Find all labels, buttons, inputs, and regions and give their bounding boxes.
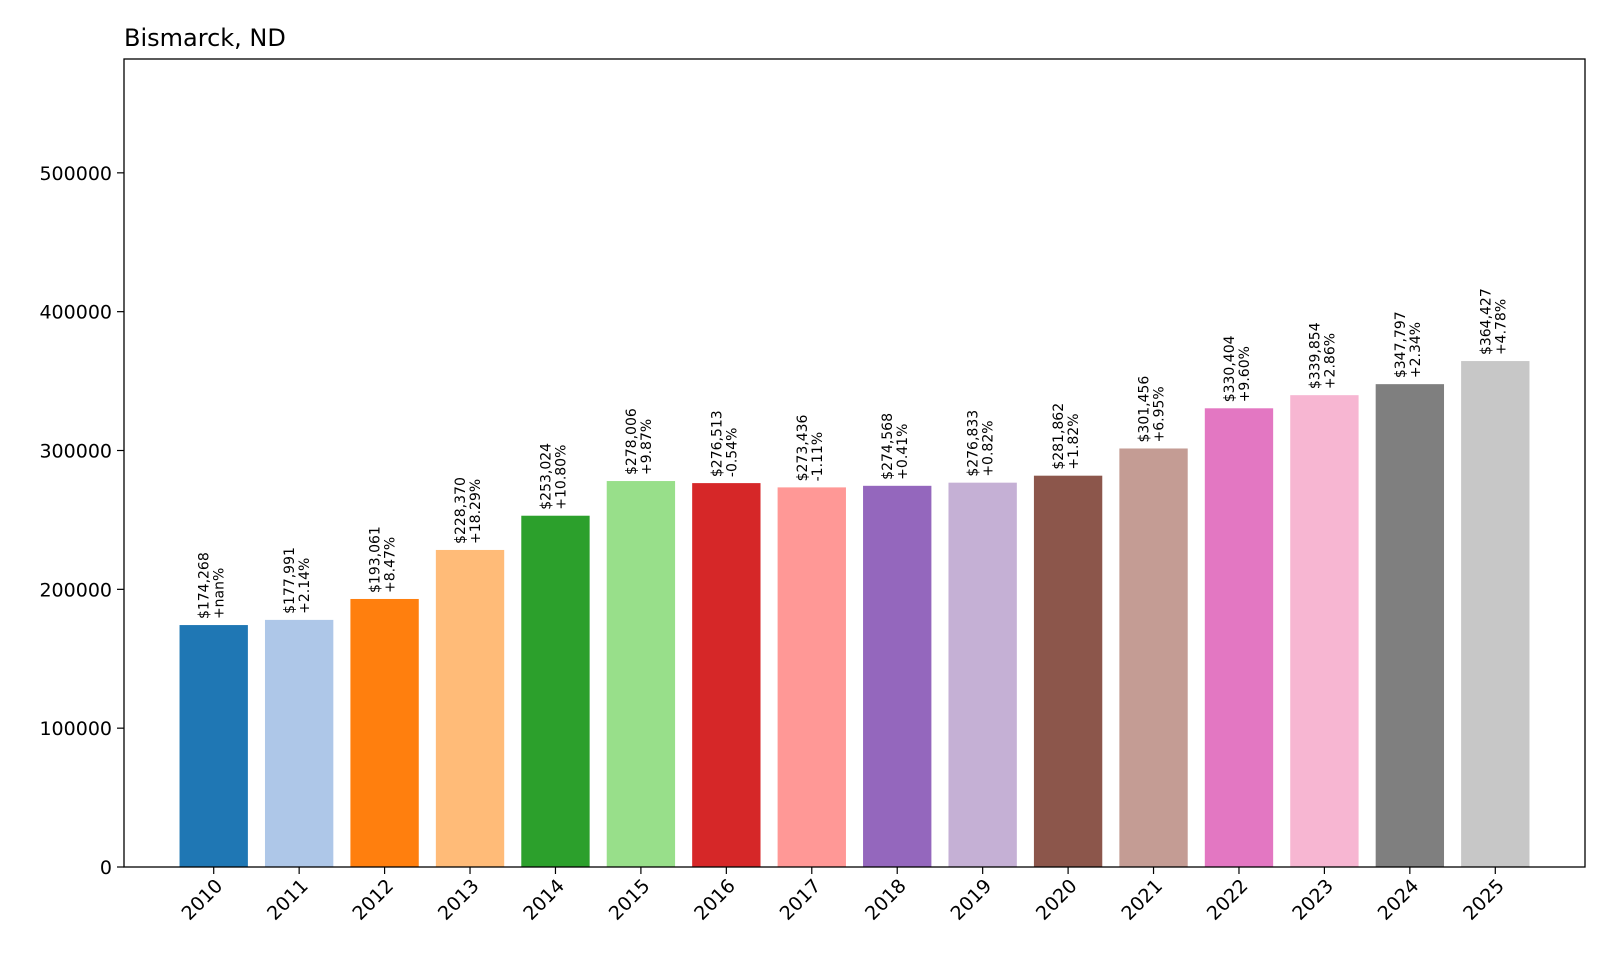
bar-2018 xyxy=(863,485,932,867)
x-tick-label: 2021 xyxy=(1117,875,1167,925)
bar-value-text: $228,370 xyxy=(453,477,469,544)
bar-change-text: +8.47% xyxy=(383,537,399,593)
bar-value-text: $276,513 xyxy=(709,410,725,477)
bar-value-label: $278,006+9.87% xyxy=(624,408,655,475)
bar-2020 xyxy=(1033,475,1103,867)
bar-2019 xyxy=(948,482,1017,867)
y-tick-label: 100000 xyxy=(39,718,112,740)
bar-2024 xyxy=(1375,384,1445,867)
bar-labels-group: $174,268+nan% $177,991+2.14% $193,061+8.47… xyxy=(197,288,1510,619)
bar-value-text: $339,854 xyxy=(1307,322,1323,389)
bar-value-label: $273,436-1.11% xyxy=(795,414,826,481)
x-tick-label: 2013 xyxy=(434,875,484,925)
bar-value-text: $177,991 xyxy=(282,547,298,614)
bar-value-label: $347,797+2.34% xyxy=(1393,311,1424,378)
bar-2011 xyxy=(264,619,334,867)
x-tick-label: 2025 xyxy=(1459,875,1509,925)
bar-change-text: +9.87% xyxy=(639,419,655,475)
bar-change-text: +0.82% xyxy=(981,420,997,476)
bar-2013 xyxy=(435,549,505,867)
y-tick-label: 500000 xyxy=(39,163,112,185)
y-tick-label: 300000 xyxy=(39,441,112,463)
x-tick-label: 2014 xyxy=(519,875,569,925)
x-axis: 2010 2011 2012 2013 2014 2015 2016 2017 2018 2019… xyxy=(177,867,1509,925)
bar-2012 xyxy=(350,598,419,867)
x-tick-label: 2016 xyxy=(690,875,740,925)
bar-change-text: -0.54% xyxy=(724,428,740,478)
bar-value-label: $339,854+2.86% xyxy=(1307,322,1338,389)
bar-change-text: +10.80% xyxy=(553,445,569,510)
bar-value-text: $276,833 xyxy=(966,410,982,477)
bar-change-text: +0.41% xyxy=(895,424,911,480)
bar-value-text: $330,404 xyxy=(1222,335,1238,402)
x-tick-label: 2019 xyxy=(946,875,996,925)
bar-value-text: $301,456 xyxy=(1137,376,1153,443)
x-tick-label: 2015 xyxy=(605,875,655,925)
y-tick-label: 400000 xyxy=(39,302,112,324)
bar-change-text: +2.14% xyxy=(297,558,313,614)
bar-value-label: $364,427+4.78% xyxy=(1478,288,1509,355)
bar-value-text: $273,436 xyxy=(795,414,811,481)
x-tick-label: 2018 xyxy=(861,875,911,925)
bar-value-label: $274,568+0.41% xyxy=(880,413,911,480)
bar-change-text: +2.34% xyxy=(1408,322,1424,378)
bar-change-text: +4.78% xyxy=(1493,299,1509,355)
bar-value-label: $253,024+10.80% xyxy=(538,443,569,510)
bar-change-text: +18.29% xyxy=(468,479,484,544)
bar-change-text: +1.82% xyxy=(1066,413,1082,469)
bar-value-text: $364,427 xyxy=(1478,288,1494,355)
x-tick-label: 2017 xyxy=(776,875,826,925)
bar-value-text: $193,061 xyxy=(368,526,384,593)
y-tick-label: 0 xyxy=(100,857,112,879)
x-tick-label: 2012 xyxy=(348,875,398,925)
bar-value-label: $228,370+18.29% xyxy=(453,477,484,544)
y-axis: 0 100000 200000 300000 400000 500000 xyxy=(39,163,124,879)
bar-2016 xyxy=(692,483,761,867)
bar-change-text: +nan% xyxy=(212,568,228,619)
bar-change-text: +2.86% xyxy=(1322,333,1338,389)
bar-2021 xyxy=(1119,448,1188,867)
bar-value-text: $347,797 xyxy=(1393,311,1409,378)
bar-2015 xyxy=(606,481,676,867)
bar-value-text: $174,268 xyxy=(197,552,213,619)
bar-value-label: $276,833+0.82% xyxy=(966,410,997,477)
bar-value-text: $281,862 xyxy=(1051,403,1067,470)
bar-value-label: $174,268+nan% xyxy=(197,552,228,619)
y-tick-label: 200000 xyxy=(39,579,112,601)
bar-value-label: $276,513-0.54% xyxy=(709,410,740,477)
bar-value-label: $193,061+8.47% xyxy=(368,526,399,593)
bar-change-text: +9.60% xyxy=(1237,346,1253,402)
bar-2025 xyxy=(1461,361,1530,867)
x-tick-label: 2020 xyxy=(1032,875,1082,925)
bar-value-text: $274,568 xyxy=(880,413,896,480)
bars-group xyxy=(179,361,1530,867)
x-tick-label: 2010 xyxy=(177,875,227,925)
bar-value-label: $330,404+9.60% xyxy=(1222,335,1253,402)
bar-2014 xyxy=(521,515,590,867)
bar-value-label: $281,862+1.82% xyxy=(1051,403,1082,470)
bar-value-text: $278,006 xyxy=(624,408,640,475)
plot-frame xyxy=(123,58,1586,868)
bar-2022 xyxy=(1204,408,1274,867)
bar-change-text: +6.95% xyxy=(1152,386,1168,442)
chart-title: Bismarck, ND xyxy=(124,24,286,52)
x-tick-label: 2011 xyxy=(263,875,313,925)
x-tick-label: 2023 xyxy=(1288,875,1338,925)
bar-2023 xyxy=(1290,395,1359,867)
x-tick-label: 2022 xyxy=(1203,875,1253,925)
bar-2017 xyxy=(777,487,846,867)
x-tick-label: 2024 xyxy=(1374,875,1424,925)
bar-value-label: $301,456+6.95% xyxy=(1137,376,1168,443)
bar-value-label: $177,991+2.14% xyxy=(282,547,313,614)
bar-value-text: $253,024 xyxy=(538,443,554,510)
bar-2010 xyxy=(179,625,248,867)
bar-change-text: -1.11% xyxy=(810,432,826,482)
